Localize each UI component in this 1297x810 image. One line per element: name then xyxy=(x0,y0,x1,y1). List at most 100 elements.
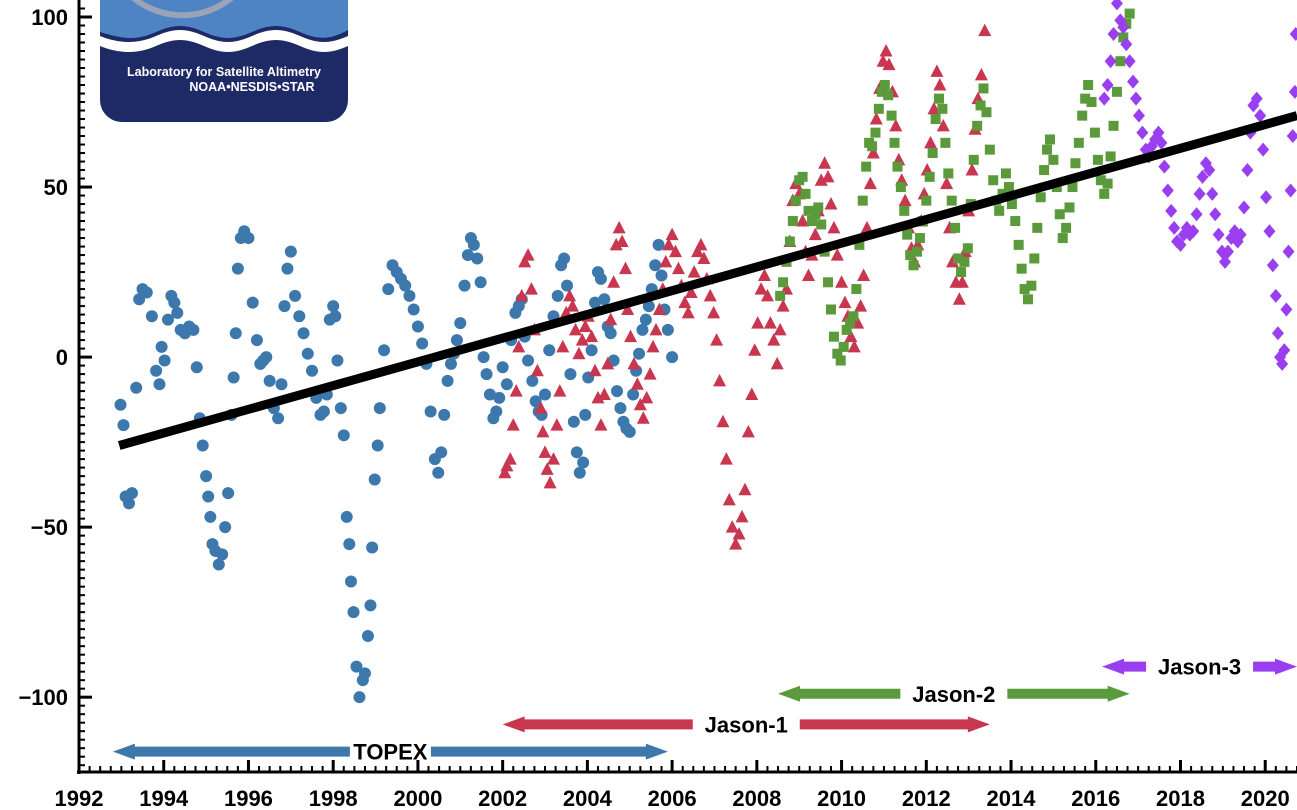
data-point xyxy=(854,299,868,312)
data-point xyxy=(835,355,846,366)
data-point xyxy=(921,195,932,206)
data-point xyxy=(882,57,896,71)
data-point xyxy=(190,361,203,374)
data-point xyxy=(500,458,514,472)
data-point xyxy=(550,418,564,431)
data-point xyxy=(1193,186,1206,201)
data-point xyxy=(1016,263,1027,274)
data-point xyxy=(1045,134,1056,145)
data-point xyxy=(493,391,506,404)
data-point xyxy=(669,244,683,258)
data-point xyxy=(1155,135,1168,150)
data-point xyxy=(577,456,590,469)
data-point xyxy=(585,329,599,343)
data-point xyxy=(222,487,235,500)
data-point xyxy=(196,439,209,452)
data-point xyxy=(1035,192,1046,203)
data-point xyxy=(534,401,548,414)
mission-bar-jason-3: Jason-3 xyxy=(1102,655,1297,680)
data-point xyxy=(627,388,640,401)
data-point xyxy=(378,344,391,357)
data-point xyxy=(467,238,480,251)
data-point xyxy=(1107,27,1120,42)
data-point xyxy=(1073,137,1084,148)
data-point xyxy=(835,275,849,288)
data-point xyxy=(1003,182,1014,193)
data-point xyxy=(652,302,666,315)
data-point xyxy=(202,490,215,503)
data-point xyxy=(563,288,577,302)
data-point xyxy=(612,220,626,234)
data-point xyxy=(284,245,297,258)
data-point xyxy=(444,357,457,370)
data-point xyxy=(130,381,143,394)
data-point xyxy=(607,275,621,288)
data-point xyxy=(538,445,552,458)
data-point xyxy=(1286,129,1297,144)
data-point xyxy=(646,339,660,353)
data-point xyxy=(168,296,181,309)
data-point xyxy=(343,538,356,551)
data-point xyxy=(551,289,564,302)
data-point xyxy=(857,195,868,206)
data-point xyxy=(1260,190,1273,205)
data-point xyxy=(524,282,538,295)
data-point xyxy=(454,317,467,330)
data-point xyxy=(691,244,705,258)
data-point xyxy=(1254,108,1267,123)
data-point xyxy=(601,356,615,370)
data-point xyxy=(1196,169,1209,184)
data-point xyxy=(231,262,244,275)
data-point xyxy=(1042,144,1053,155)
data-point xyxy=(741,424,755,438)
data-point xyxy=(1101,78,1114,93)
logo-wave xyxy=(100,0,348,38)
data-point xyxy=(597,387,611,401)
data-point xyxy=(1006,199,1017,210)
data-point xyxy=(594,272,607,285)
data-point xyxy=(250,334,263,347)
data-point xyxy=(594,418,608,431)
data-point xyxy=(1127,74,1140,89)
data-point xyxy=(546,452,560,465)
data-point xyxy=(725,520,739,533)
y-tick-label: 100 xyxy=(31,5,68,30)
data-point xyxy=(604,327,617,340)
data-point xyxy=(707,305,721,319)
mission-bars: TOPEX Jason-1 Jason-2 Jason-3 xyxy=(112,655,1297,765)
data-point xyxy=(847,339,861,353)
data-point xyxy=(655,269,668,282)
data-point xyxy=(889,137,900,148)
data-point xyxy=(633,347,646,360)
data-point xyxy=(1266,258,1279,273)
data-point xyxy=(956,267,967,278)
data-point xyxy=(458,279,471,292)
data-point xyxy=(512,339,526,353)
data-point xyxy=(1130,91,1143,106)
data-point xyxy=(694,237,708,251)
data-point xyxy=(1095,175,1106,186)
data-point xyxy=(763,316,777,329)
mission-label: Jason-2 xyxy=(912,682,995,707)
data-point xyxy=(1123,54,1136,69)
data-point xyxy=(553,384,567,397)
data-point xyxy=(155,340,168,353)
data-point xyxy=(649,259,662,272)
data-point xyxy=(818,156,832,169)
data-point xyxy=(867,141,878,152)
data-point xyxy=(1124,8,1135,19)
data-series xyxy=(114,0,1297,704)
data-point xyxy=(848,311,859,322)
data-point xyxy=(790,195,801,206)
data-point xyxy=(219,521,232,534)
data-point xyxy=(719,452,733,465)
data-point xyxy=(153,378,166,391)
data-point xyxy=(297,327,310,340)
data-point xyxy=(539,388,552,401)
data-point xyxy=(892,161,903,172)
data-point xyxy=(329,310,342,323)
data-point xyxy=(751,316,765,329)
data-point xyxy=(579,408,592,421)
data-point xyxy=(543,344,556,357)
